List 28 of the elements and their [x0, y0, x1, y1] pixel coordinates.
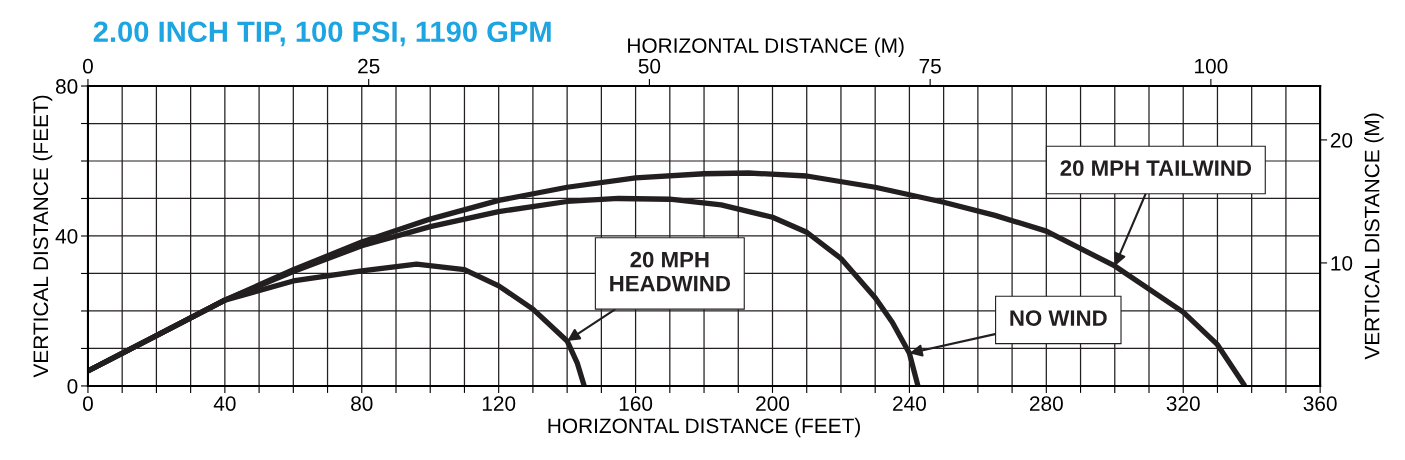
x-tick-label: 280 [1029, 396, 1063, 411]
annotation: 20 MPH HEADWIND [610, 251, 730, 292]
y-tick-label: 40 [55, 228, 78, 244]
x2-tick-label: 75 [919, 59, 941, 74]
x2-tick-label: 100 [1195, 58, 1228, 74]
x-tick-label: 80 [351, 396, 373, 411]
chart-title: 2.00 INCH TIP, 100 PSI, 1190 GPM [93, 21, 551, 47]
x-tick-label: 200 [756, 396, 790, 411]
x-tick-label: 360 [1303, 396, 1337, 411]
y-tick-label: 0 [67, 378, 78, 394]
x-tick-label: 120 [482, 396, 516, 411]
x-tick-label: 240 [893, 396, 926, 411]
y2-tick-label: 20 [1330, 132, 1353, 148]
x2-tick-label: 0 [82, 58, 93, 74]
annotation: NO WIND [1010, 310, 1107, 326]
y2-axis-title: VERTICAL DISTANCE (M) [1364, 113, 1384, 360]
x-tick-label: 160 [619, 396, 653, 411]
x2-tick-label: 50 [638, 58, 661, 74]
x2-tick-label: 25 [358, 58, 380, 74]
x-tick-label: 0 [82, 396, 93, 411]
y-axis-title: VERTICAL DISTANCE (FEET) [32, 95, 53, 378]
x-tick-label: 320 [1166, 396, 1200, 411]
y2-tick-label: 10 [1331, 255, 1353, 271]
x-axis-title: HORIZONTAL DISTANCE (FEET) [548, 417, 860, 438]
y-tick-label: 80 [55, 79, 78, 94]
x-tick-label: 40 [213, 396, 236, 411]
annotation: 20 MPH TAILWIND [1060, 160, 1252, 176]
x2-axis-title: HORIZONTAL DISTANCE (M) [628, 37, 904, 58]
